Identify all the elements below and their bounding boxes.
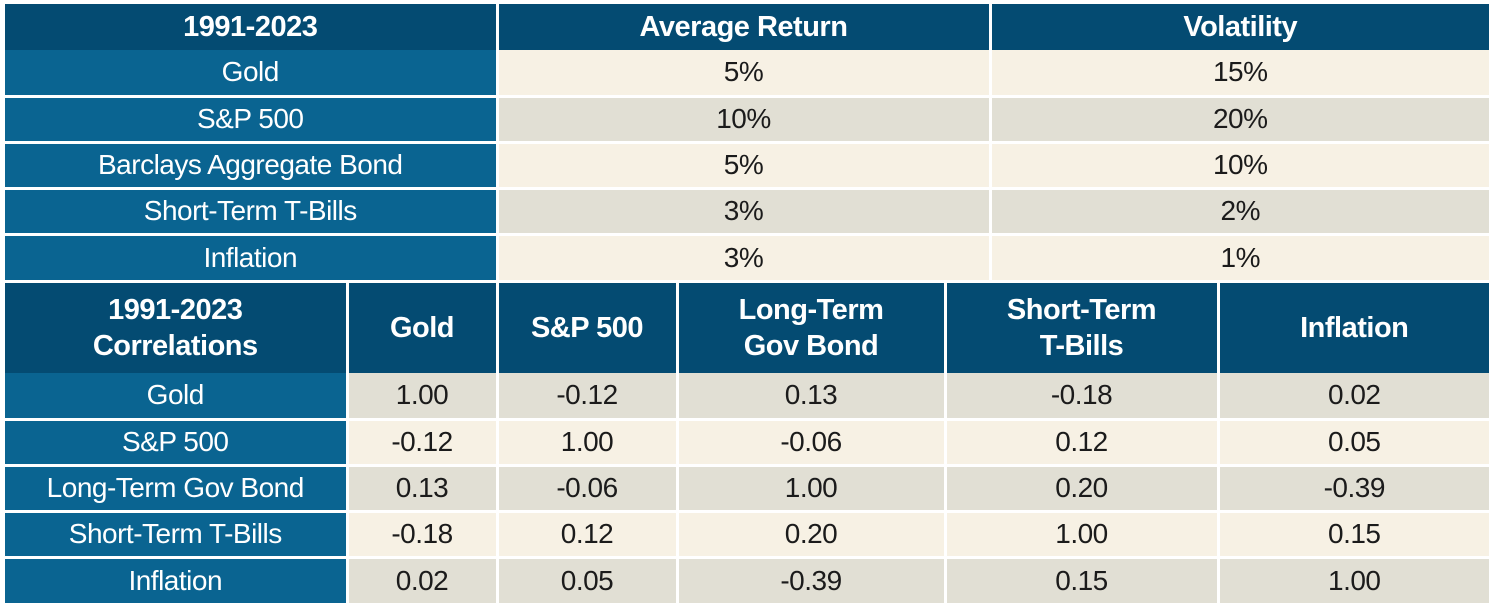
row-label: Gold bbox=[5, 50, 497, 96]
cell-value: 1.00 bbox=[345, 373, 497, 419]
corr-col-inflation: Inflation bbox=[1216, 283, 1489, 373]
summary-table: 1991-2023 Average Return Volatility Gold… bbox=[5, 4, 1489, 280]
correlation-title-line1: 1991-2023 bbox=[108, 293, 243, 326]
table-row: Long-Term Gov Bond 0.13 -0.06 1.00 0.20 … bbox=[5, 463, 1489, 511]
cell-value: 5% bbox=[495, 50, 990, 96]
table-row: Barclays Aggregate Bond 5% 10% bbox=[5, 140, 1489, 188]
cell-value: 0.12 bbox=[943, 417, 1218, 465]
cell-value: 10% bbox=[495, 94, 990, 142]
cell-value: 10% bbox=[988, 140, 1489, 188]
correlation-title-line2: Correlations bbox=[92, 330, 258, 362]
row-label: Barclays Aggregate Bond bbox=[5, 140, 497, 188]
column-header-line: Inflation bbox=[1300, 311, 1409, 344]
table-row: Inflation 3% 1% bbox=[5, 232, 1489, 280]
table-row: S&P 500 10% 20% bbox=[5, 94, 1489, 142]
cell-value: 20% bbox=[988, 94, 1489, 142]
cell-value: 0.05 bbox=[495, 555, 677, 603]
cell-value: 5% bbox=[495, 140, 990, 188]
cell-value: 0.13 bbox=[345, 463, 497, 511]
cell-value: -0.12 bbox=[345, 417, 497, 465]
column-header-line: T-Bills bbox=[1039, 330, 1124, 362]
cell-value: 1% bbox=[988, 232, 1489, 280]
corr-col-short-term-t-bills: Short-Term T-Bills bbox=[943, 283, 1218, 373]
table-row: Short-Term T-Bills -0.18 0.12 0.20 1.00 … bbox=[5, 509, 1489, 557]
cell-value: 1.00 bbox=[495, 417, 677, 465]
cell-value: -0.06 bbox=[675, 417, 945, 465]
cell-value: 3% bbox=[495, 232, 990, 280]
cell-value: -0.18 bbox=[345, 509, 497, 557]
table-row: Inflation 0.02 0.05 -0.39 0.15 1.00 bbox=[5, 555, 1489, 603]
cell-value: 0.13 bbox=[675, 373, 945, 419]
summary-header-row: 1991-2023 Average Return Volatility bbox=[5, 4, 1489, 50]
cell-value: 0.20 bbox=[943, 463, 1218, 511]
row-label: S&P 500 bbox=[5, 94, 497, 142]
cell-value: -0.39 bbox=[675, 555, 945, 603]
corr-col-gold: Gold bbox=[345, 283, 497, 373]
table-row: Gold 5% 15% bbox=[5, 50, 1489, 96]
column-header-line: Gov Bond bbox=[743, 330, 879, 362]
correlation-title: 1991-2023 Correlations bbox=[5, 283, 347, 373]
summary-title: 1991-2023 bbox=[5, 4, 497, 50]
row-label: Inflation bbox=[5, 232, 497, 280]
cell-value: 0.20 bbox=[675, 509, 945, 557]
row-label: Gold bbox=[5, 373, 347, 419]
row-label: S&P 500 bbox=[5, 417, 347, 465]
summary-col-average-return: Average Return bbox=[495, 4, 990, 50]
table-row: Short-Term T-Bills 3% 2% bbox=[5, 186, 1489, 234]
cell-value: 0.15 bbox=[943, 555, 1218, 603]
corr-col-long-term-gov-bond: Long-Term Gov Bond bbox=[675, 283, 945, 373]
column-header-line: Long-Term bbox=[738, 293, 884, 326]
cell-value: -0.12 bbox=[495, 373, 677, 419]
cell-value: 2% bbox=[988, 186, 1489, 234]
column-header-line: S&P 500 bbox=[530, 311, 644, 344]
cell-value: 1.00 bbox=[943, 509, 1218, 557]
table-row: Gold 1.00 -0.12 0.13 -0.18 0.02 bbox=[5, 373, 1489, 419]
correlation-header-row: 1991-2023 Correlations Gold S&P 500 Long… bbox=[5, 283, 1489, 373]
cell-value: -0.06 bbox=[495, 463, 677, 511]
cell-value: 0.05 bbox=[1216, 417, 1489, 465]
column-header-line: Short-Term bbox=[1006, 293, 1157, 326]
cell-value: 1.00 bbox=[675, 463, 945, 511]
cell-value: -0.18 bbox=[943, 373, 1218, 419]
column-header-line: Gold bbox=[389, 311, 455, 344]
row-label: Inflation bbox=[5, 555, 347, 603]
summary-col-volatility: Volatility bbox=[988, 4, 1489, 50]
cell-value: 15% bbox=[988, 50, 1489, 96]
corr-col-sp500: S&P 500 bbox=[495, 283, 677, 373]
row-label: Short-Term T-Bills bbox=[5, 186, 497, 234]
cell-value: 0.12 bbox=[495, 509, 677, 557]
cell-value: 0.15 bbox=[1216, 509, 1489, 557]
cell-value: 1.00 bbox=[1216, 555, 1489, 603]
cell-value: 0.02 bbox=[345, 555, 497, 603]
cell-value: 3% bbox=[495, 186, 990, 234]
row-label: Short-Term T-Bills bbox=[5, 509, 347, 557]
table-row: S&P 500 -0.12 1.00 -0.06 0.12 0.05 bbox=[5, 417, 1489, 465]
row-label: Long-Term Gov Bond bbox=[5, 463, 347, 511]
cell-value: -0.39 bbox=[1216, 463, 1489, 511]
cell-value: 0.02 bbox=[1216, 373, 1489, 419]
correlation-table: 1991-2023 Correlations Gold S&P 500 Long… bbox=[5, 283, 1489, 603]
